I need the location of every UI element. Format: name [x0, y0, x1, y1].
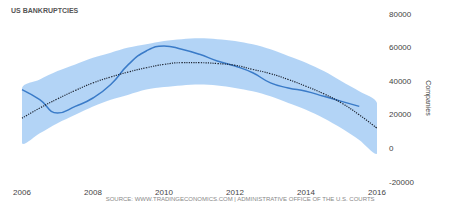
svg-text:20000: 20000 [389, 110, 412, 119]
svg-text:2012: 2012 [226, 187, 244, 197]
svg-text:80000: 80000 [389, 10, 412, 19]
svg-text:SOURCE: WWW.TRADINGECONOMICS.C: SOURCE: WWW.TRADINGECONOMICS.COM | ADMIN… [106, 196, 375, 202]
svg-text:40000: 40000 [389, 77, 412, 86]
svg-text:Companies: Companies [424, 80, 432, 116]
svg-text:0: 0 [389, 144, 394, 153]
svg-text:2010: 2010 [155, 187, 173, 197]
svg-text:2006: 2006 [13, 188, 31, 197]
svg-text:-20000: -20000 [389, 178, 414, 187]
svg-text:2016: 2016 [368, 187, 386, 197]
svg-text:2014: 2014 [297, 187, 315, 197]
svg-text:2008: 2008 [84, 188, 102, 197]
svg-text:US BANKRUPTCIES: US BANKRUPTCIES [11, 7, 79, 14]
svg-text:60000: 60000 [389, 43, 412, 52]
